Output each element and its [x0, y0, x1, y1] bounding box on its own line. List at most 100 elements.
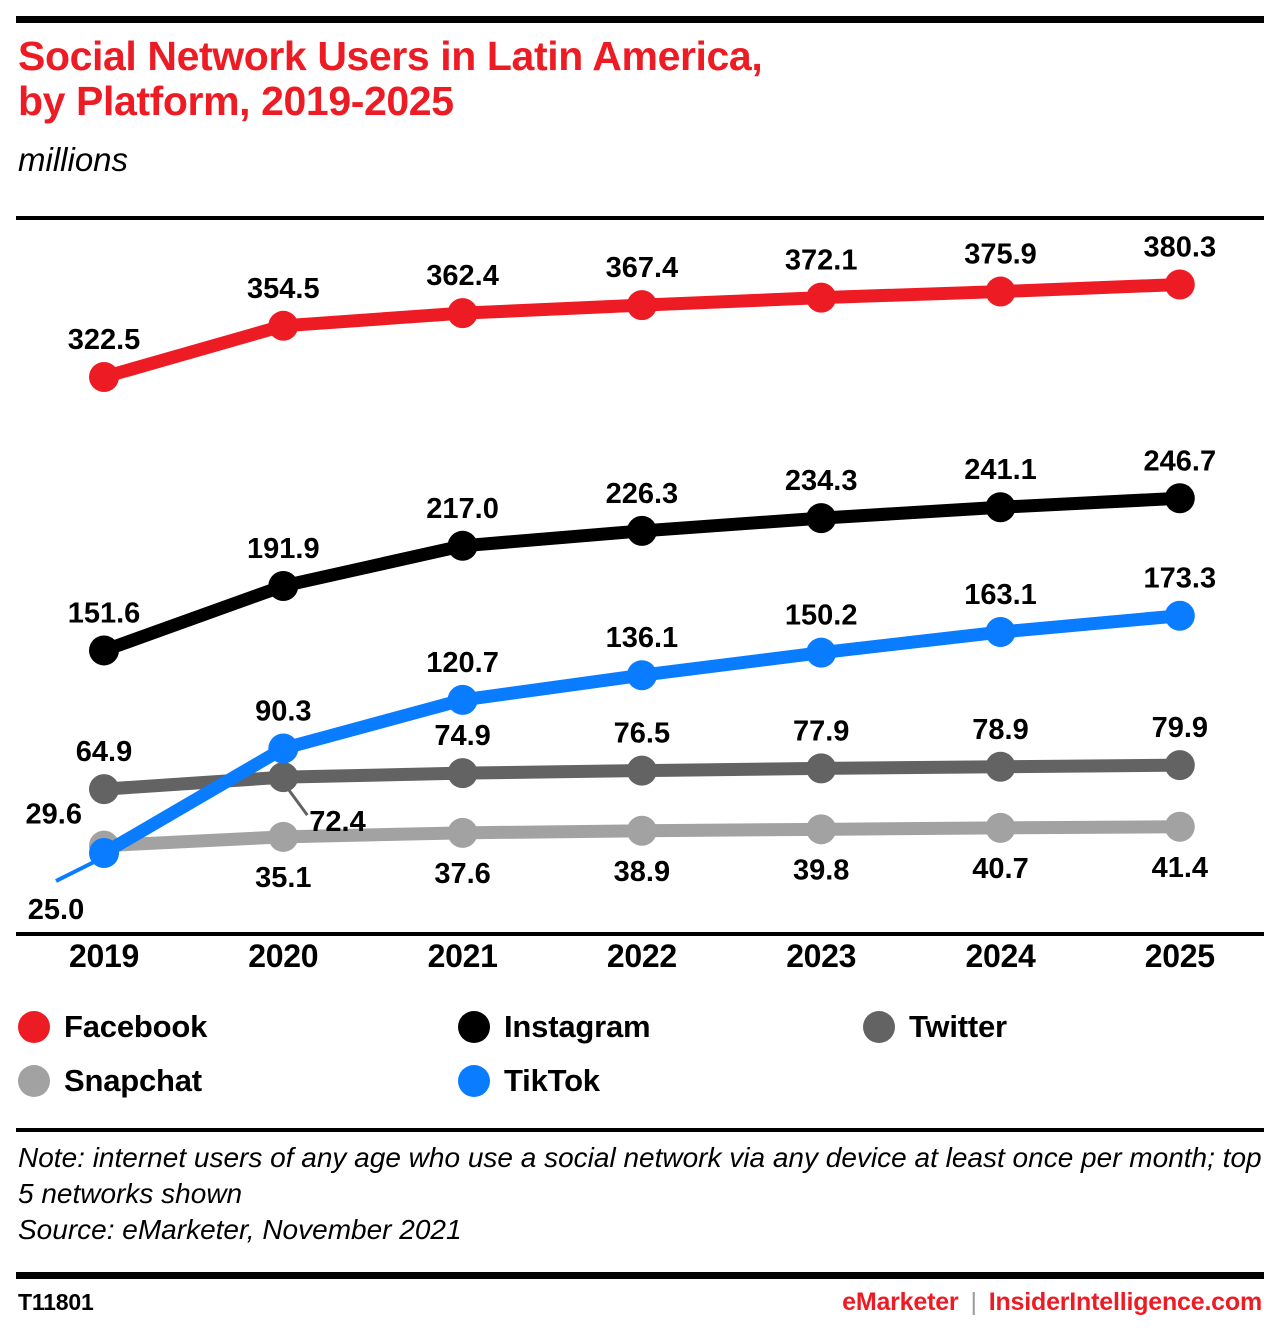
chart-legend: Facebook Instagram Twitter Snapchat TikTok [18, 1000, 1262, 1112]
page-subtitle: millions [18, 141, 129, 178]
x-axis-tick-2020: 2020 [248, 938, 319, 974]
data-labels: 29.6 35.1 37.6 38.9 39.8 40.7 41.4 64.9 72.4 74.9… [26, 232, 1217, 926]
data-label: 40.7 [972, 853, 1028, 885]
data-label: 380.3 [1144, 232, 1217, 264]
data-point [806, 503, 837, 534]
data-label: 173.3 [1144, 563, 1217, 595]
data-label: 151.6 [68, 597, 141, 629]
data-point [447, 817, 478, 848]
x-axis-labels: 2019 2020 2021 2022 2023 2024 2025 [0, 938, 1280, 988]
data-label: 136.1 [606, 622, 679, 654]
data-label: 246.7 [1144, 445, 1217, 477]
line-chart: 29.6 35.1 37.6 38.9 39.8 40.7 41.4 64.9 72.4 74.9… [0, 220, 1280, 936]
legend-item-snapchat[interactable]: Snapchat [18, 1058, 202, 1104]
brand-separator: | [970, 1288, 977, 1316]
data-point [626, 290, 657, 321]
data-point [1164, 750, 1195, 781]
x-axis-tick-2019: 2019 [69, 938, 139, 974]
data-label: 29.6 [26, 799, 82, 831]
data-label: 41.4 [1152, 852, 1208, 884]
data-point [985, 751, 1016, 782]
data-label: 367.4 [606, 252, 679, 284]
data-label: 322.5 [68, 324, 141, 356]
data-label: 37.6 [434, 858, 490, 890]
data-point [1164, 483, 1195, 514]
footer-chart-id: T11801 [18, 1289, 94, 1315]
series-facebook [89, 269, 1195, 392]
brand-insiderintelligence: InsiderIntelligence.com [988, 1288, 1262, 1316]
data-point [806, 753, 837, 784]
data-point [447, 684, 478, 715]
data-point [268, 762, 299, 793]
data-point [268, 821, 299, 852]
legend-item-facebook[interactable]: Facebook [18, 1004, 207, 1050]
series-snapchat [89, 811, 1195, 861]
header: Social Network Users in Latin America, b… [18, 34, 1258, 178]
data-point [806, 637, 837, 668]
data-label: 217.0 [426, 493, 499, 525]
legend-item-label: Snapchat [64, 1063, 202, 1098]
data-point [985, 617, 1016, 648]
data-point [447, 298, 478, 329]
data-point [89, 362, 119, 392]
data-point [447, 530, 478, 561]
series-tiktok [89, 600, 1195, 868]
legend-item-label: Facebook [64, 1009, 208, 1044]
data-label: 35.1 [255, 862, 311, 894]
chart-note: Note: internet users of any age who use … [18, 1142, 1262, 1245]
data-point [806, 282, 837, 313]
data-point [985, 276, 1016, 307]
footer-rule [16, 1272, 1264, 1279]
data-label: 226.3 [606, 478, 679, 510]
data-point [806, 814, 837, 845]
legend-item-label: Twitter [909, 1009, 1007, 1044]
data-label: 90.3 [255, 696, 311, 728]
x-axis-tick-2025: 2025 [1144, 938, 1215, 974]
legend-swatch-icon [458, 1065, 490, 1097]
legend-item-twitter[interactable]: Twitter [863, 1004, 1007, 1050]
footer: T11801 eMarketer | InsiderIntelligence.c… [18, 1288, 1262, 1317]
x-axis-tick-2022: 2022 [606, 938, 677, 974]
data-point [626, 755, 657, 786]
data-label: 375.9 [964, 239, 1037, 271]
data-point [447, 758, 478, 789]
top-rule [16, 16, 1264, 23]
data-label: 25.0 [28, 894, 84, 926]
data-point [268, 570, 299, 601]
data-point [89, 774, 119, 805]
data-point [626, 515, 657, 546]
data-label: 372.1 [785, 245, 858, 277]
data-point [1164, 811, 1195, 842]
data-label: 72.4 [309, 806, 365, 838]
legend-swatch-icon [458, 1011, 490, 1043]
x-axis-tick-2024: 2024 [965, 938, 1036, 974]
data-label: 241.1 [964, 454, 1037, 486]
data-label: 150.2 [785, 600, 858, 632]
note-divider-rule [16, 1128, 1264, 1132]
legend-swatch-icon [18, 1065, 50, 1097]
data-point [1164, 600, 1195, 631]
data-label: 78.9 [972, 714, 1028, 746]
data-label: 74.9 [434, 720, 490, 752]
data-label: 191.9 [247, 533, 320, 565]
data-point [626, 660, 657, 691]
footer-branding: eMarketer | InsiderIntelligence.com [842, 1288, 1262, 1317]
x-axis-tick-2023: 2023 [786, 938, 857, 974]
legend-item-instagram[interactable]: Instagram [458, 1004, 651, 1050]
x-axis-rule [16, 932, 1264, 936]
data-point [89, 635, 119, 666]
page-title: Social Network Users in Latin America, b… [18, 33, 763, 124]
legend-item-label: TikTok [504, 1063, 600, 1098]
header-divider-rule [16, 216, 1264, 220]
brand-emarketer: eMarketer [842, 1288, 959, 1316]
data-label: 38.9 [614, 856, 670, 888]
legend-item-label: Instagram [504, 1009, 651, 1044]
data-point [626, 815, 657, 846]
data-label: 39.8 [793, 854, 849, 886]
data-label: 234.3 [785, 465, 858, 497]
data-label: 79.9 [1152, 712, 1208, 744]
legend-item-tiktok[interactable]: TikTok [458, 1058, 600, 1104]
legend-swatch-icon [863, 1011, 895, 1043]
data-point [985, 812, 1016, 843]
